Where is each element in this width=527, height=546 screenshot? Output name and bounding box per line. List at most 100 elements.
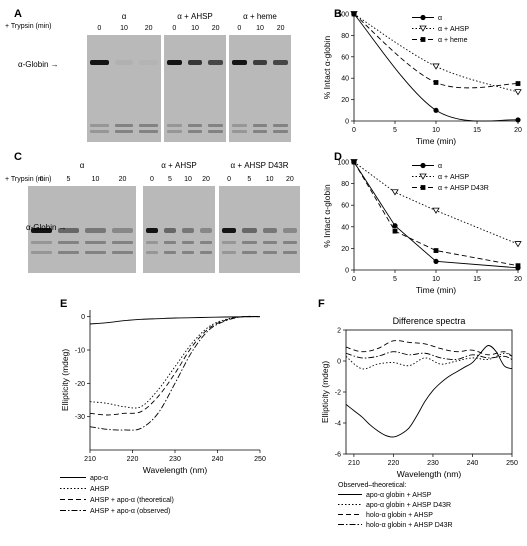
data-point: [433, 80, 439, 85]
lane-time-label: 10: [256, 25, 264, 32]
gel-band: [232, 60, 247, 65]
panel-letter-c: C: [14, 151, 22, 163]
gel-band: [200, 228, 212, 233]
gel-band: [85, 228, 106, 233]
x-axis-label: Time (min): [416, 285, 456, 295]
y-tick-label: 20: [341, 246, 349, 253]
y-axis-label: % Intact α-globin: [322, 35, 332, 99]
x-tick-label: 15: [473, 127, 481, 134]
data-point: [515, 81, 521, 86]
lane-time-label: 0: [39, 176, 44, 183]
gel-minor-band: [252, 130, 268, 133]
chart-f: Difference spectra 210 220 230 240 250 2 0 -2 -4 -…: [320, 316, 518, 529]
gel-band: [282, 228, 297, 233]
y-tick-label: 100: [337, 12, 349, 19]
data-point: [392, 228, 398, 234]
arrow-right-icon: →: [58, 223, 67, 232]
lane-time-label: 20: [276, 25, 285, 32]
lane-time-label: 20: [211, 25, 220, 32]
trypsin-label-a: + Trypsin (min): [5, 23, 52, 30]
lane-time-label: 0: [97, 25, 102, 32]
y-tick-label: 40: [341, 76, 349, 83]
gel-image: [229, 35, 291, 142]
x-tick-label: 5: [393, 127, 397, 134]
series-line: [353, 161, 519, 267]
band-label-text-c: α-Globin: [26, 223, 57, 232]
gel-minor-band: [90, 130, 109, 133]
plot-frame: [345, 329, 513, 455]
series-line: [89, 316, 261, 409]
y-tick-label: 60: [341, 203, 349, 210]
gel-band: [146, 228, 158, 233]
lane-group-title: α: [79, 161, 85, 170]
y-tick-label: 20: [341, 97, 349, 104]
data-point: [433, 248, 439, 253]
legend-label: α: [438, 163, 442, 170]
gel-image: [28, 186, 136, 273]
x-tick-label: 10: [432, 276, 440, 283]
gel-minor-band: [262, 241, 277, 244]
y-tick-label: -2: [335, 390, 341, 397]
legend-label: AHSP + apo-α (observed): [90, 508, 170, 515]
arrow-right-icon: →: [50, 60, 59, 69]
lane-group-title: α + AHSP D43R: [230, 161, 289, 170]
lane-time-label: 20: [202, 176, 210, 183]
series-line: [353, 161, 519, 245]
gel-minor-band: [232, 124, 247, 127]
data-point: [432, 63, 440, 70]
legend-label: α + AHSP: [438, 26, 469, 33]
legend-label: AHSP + apo-α (theoretical): [90, 497, 174, 504]
gel-minor-band: [58, 241, 79, 244]
series-line: [345, 351, 513, 361]
data-point: [433, 107, 439, 113]
gel-minor-band: [200, 241, 212, 244]
series-line: [345, 352, 513, 370]
gel-minor-band: [282, 241, 297, 244]
trypsin-label-c: + Trypsin (min): [5, 176, 52, 183]
gel-image: [164, 35, 226, 142]
gel-minor-band: [167, 124, 182, 127]
gel-band: [187, 60, 203, 65]
lane-time-label: 10: [265, 176, 274, 183]
panel-letter-a: A: [14, 8, 22, 20]
gel-minor-band: [31, 241, 52, 244]
gel-band: [90, 60, 109, 65]
y-tick-label: -10: [75, 348, 85, 355]
gel-minor-band: [139, 124, 158, 127]
gel-band: [208, 60, 223, 65]
chart-b: 0 5 10 15 20 0 20 40 60 80 100 Time (min) % Intact α…: [322, 11, 522, 146]
y-tick-label: 60: [341, 54, 349, 61]
lane-time-label: 5: [168, 176, 172, 183]
band-label-text-a: α-Globin: [18, 60, 49, 69]
panel-letter-f: F: [318, 298, 325, 310]
data-point: [514, 241, 522, 248]
panel-letter-d: D: [334, 151, 342, 163]
y-tick-label: -20: [75, 381, 85, 388]
x-tick-label: 5: [393, 276, 397, 283]
gel-minor-band: [208, 130, 223, 133]
x-tick-label: 20: [514, 276, 522, 283]
lane-time-label: 20: [118, 176, 127, 183]
y-axis-label: Ellipticity (mdeg): [320, 361, 330, 424]
gel-minor-band: [139, 130, 158, 133]
gel-minor-band: [85, 241, 106, 244]
lane-group-title: α: [121, 12, 127, 21]
lane-time-label: 0: [237, 25, 242, 32]
y-tick-label: 80: [341, 33, 349, 40]
legend-label: apo-α globin + AHSP D43R: [366, 502, 451, 509]
data-point: [419, 173, 427, 180]
y-tick-label: 0: [345, 268, 349, 275]
panel-letter-e: E: [60, 298, 68, 310]
series-line: [89, 316, 261, 325]
gel-band: [167, 60, 182, 65]
lane-group-title: α + AHSP: [177, 12, 213, 21]
legend-label: holo-α globin + AHSP D43R: [366, 522, 453, 529]
legend-label: apo-α globin + AHSP: [366, 492, 432, 499]
x-tick-label: 10: [432, 127, 440, 134]
y-tick-label: 0: [345, 119, 349, 126]
gel-minor-band: [242, 241, 257, 244]
y-tick-label: 0: [81, 314, 85, 321]
gel-band: [273, 60, 288, 65]
gel-minor-band: [112, 251, 133, 254]
legend-title: Observed–theoretical:: [338, 482, 407, 489]
